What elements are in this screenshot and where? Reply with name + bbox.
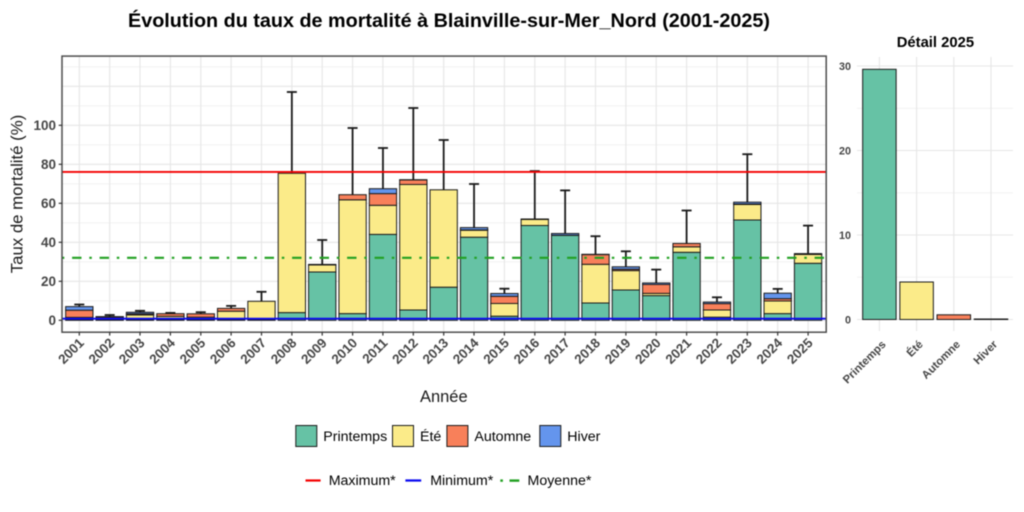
svg-text:30: 30 [839, 61, 851, 73]
svg-text:20: 20 [41, 274, 56, 289]
svg-text:60: 60 [41, 196, 56, 211]
svg-text:Maximum*: Maximum* [329, 473, 396, 489]
svg-text:0: 0 [845, 314, 851, 326]
svg-text:20: 20 [839, 145, 851, 157]
svg-text:40: 40 [41, 235, 56, 250]
svg-text:Taux de mortalité (%): Taux de mortalité (%) [8, 115, 27, 274]
svg-text:0: 0 [48, 313, 56, 328]
svg-text:Hiver: Hiver [567, 429, 600, 445]
svg-text:Printemps: Printemps [323, 429, 387, 445]
svg-text:Minimum*: Minimum* [430, 473, 494, 489]
svg-text:80: 80 [41, 157, 56, 172]
svg-text:Automne: Automne [474, 429, 531, 445]
svg-text:Moyenne*: Moyenne* [528, 473, 592, 489]
svg-text:10: 10 [839, 230, 851, 242]
svg-text:Évolution du taux de mortalité: Évolution du taux de mortalité à Blainvi… [128, 9, 770, 32]
svg-text:Été: Été [420, 428, 441, 445]
svg-text:Année: Année [420, 388, 468, 406]
svg-text:100: 100 [33, 118, 56, 133]
svg-text:Détail 2025: Détail 2025 [897, 35, 974, 51]
